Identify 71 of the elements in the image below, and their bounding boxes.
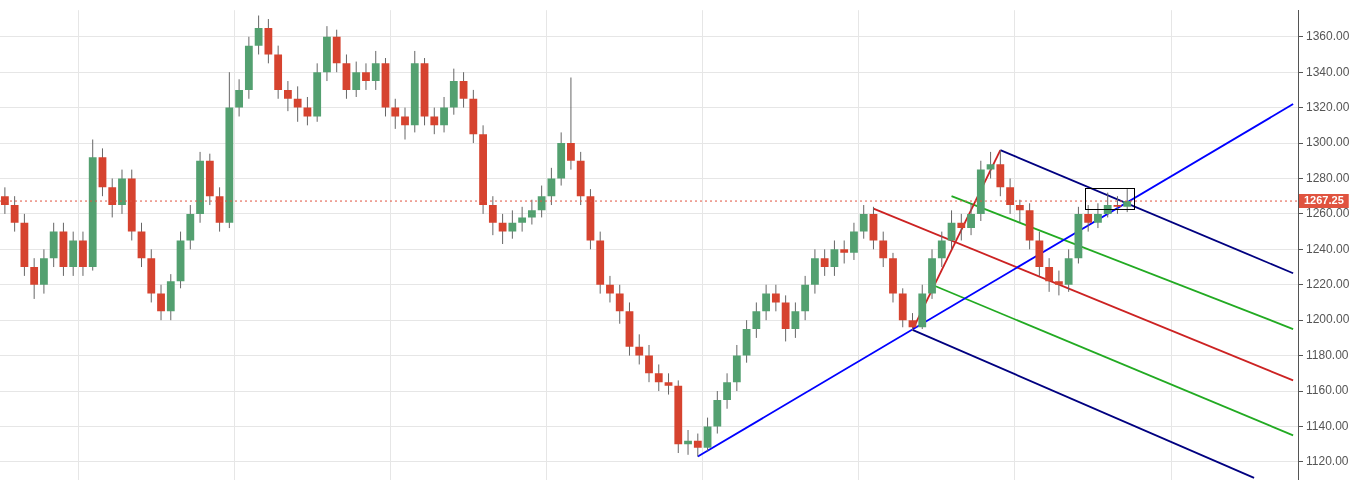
y-tick-label: 1120.00: [1306, 454, 1349, 469]
candlestick: [664, 372, 673, 396]
candlestick: [498, 213, 507, 245]
candlestick: [518, 206, 527, 233]
candlestick: [547, 167, 556, 206]
candlestick: [762, 284, 771, 321]
candlestick: [10, 195, 19, 233]
candlestick: [850, 222, 858, 261]
y-tick-label: 1240.00: [1306, 241, 1350, 256]
candlestick: [401, 107, 409, 141]
candlestick: [967, 202, 975, 236]
y-tick-label: 1280.00: [1306, 170, 1350, 185]
candlestick: [1123, 188, 1132, 213]
candlestick: [352, 61, 361, 98]
candlestick: [527, 199, 536, 226]
candlestick: [537, 185, 546, 218]
candlestick: [645, 344, 653, 383]
candlestick: [986, 151, 995, 179]
candlestick: [1103, 192, 1112, 218]
candlestick: [235, 78, 244, 117]
y-tick-label: 1300.00: [1306, 135, 1350, 150]
y-tick-label: 1180.00: [1306, 347, 1349, 362]
candlestick: [440, 96, 448, 133]
candlestick: [108, 177, 117, 218]
candlestick: [840, 239, 849, 264]
candlestick: [1015, 199, 1024, 224]
candlestick: [567, 77, 575, 171]
candlestick: [157, 284, 165, 321]
candlestick: [430, 107, 439, 135]
candlestick: [1084, 204, 1093, 233]
y-tick-label: 1360.00: [1306, 29, 1350, 44]
candlestick: [996, 149, 1005, 197]
candlestick: [635, 333, 644, 365]
candlestick: [362, 62, 370, 91]
y-tick-label: 1200.00: [1306, 312, 1350, 327]
candlestick: [1045, 257, 1054, 293]
candlestick: [615, 284, 624, 325]
candlestick: [1094, 202, 1102, 229]
candlestick: [693, 433, 702, 458]
candlestick: [606, 275, 614, 303]
y-tick-label: 1220.00: [1306, 277, 1350, 292]
candlestick: [820, 248, 829, 277]
candlestick: [703, 417, 712, 452]
y-tick-label: 1140.00: [1306, 418, 1349, 433]
candlestick: [371, 50, 380, 91]
candlestick: [1054, 270, 1063, 296]
candlestick: [830, 239, 839, 277]
candlestick: [957, 213, 966, 241]
candlestick: [293, 85, 302, 123]
candlestick: [1006, 177, 1014, 215]
candlestick: [254, 15, 263, 55]
candlestick: [488, 195, 497, 236]
candlestick: [723, 372, 731, 410]
candlestick: [791, 301, 800, 339]
candlestick: [937, 231, 946, 268]
candlestick: [879, 231, 888, 268]
candlestick: [508, 209, 517, 240]
ref-line-label: 1267.25: [1304, 194, 1344, 207]
y-tick-label: 1260.00: [1306, 206, 1350, 221]
candlestick: [752, 301, 761, 339]
candlestick: [391, 98, 400, 130]
candlestick: [459, 71, 468, 109]
candlestick: [859, 204, 868, 240]
candlestick: [654, 363, 663, 392]
candlestick: [30, 257, 39, 300]
candlestick: [0, 186, 9, 215]
candlestick: [284, 80, 292, 112]
y-tick-label: 1340.00: [1306, 64, 1350, 79]
candlestick: [771, 284, 780, 312]
y-tick-label: 1160.00: [1306, 383, 1349, 398]
y-tick-label: 1320.00: [1306, 99, 1350, 114]
